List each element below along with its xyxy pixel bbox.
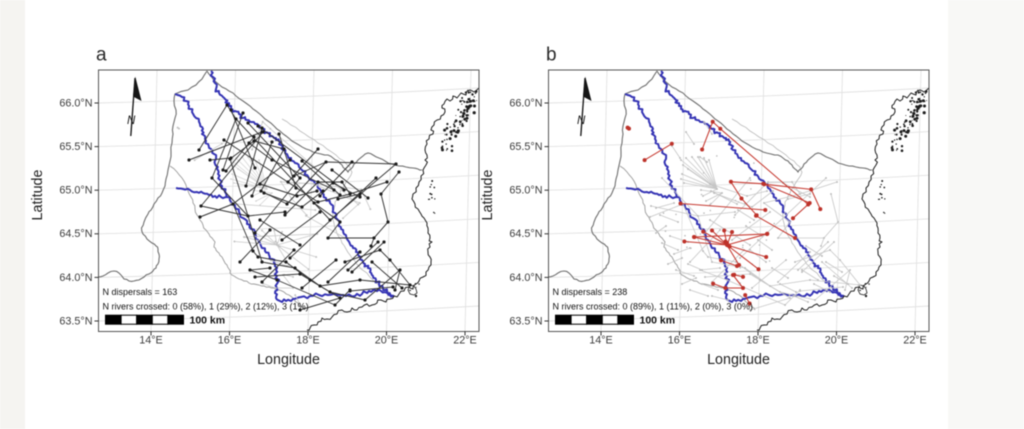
svg-text:65.0°N: 65.0°N [59,185,92,197]
svg-text:63.5°N: 63.5°N [509,315,542,327]
svg-text:14°E: 14°E [589,335,613,347]
svg-text:Latitude: Latitude [30,170,46,221]
svg-text:64.5°N: 64.5°N [509,228,542,240]
svg-text:16°E: 16°E [668,335,692,347]
svg-text:Longitude: Longitude [257,352,320,368]
svg-text:64.5°N: 64.5°N [59,228,92,240]
svg-text:20°E: 20°E [825,335,849,347]
svg-text:Latitude: Latitude [480,170,496,221]
svg-text:16°E: 16°E [218,335,242,347]
svg-text:100 km: 100 km [640,315,676,327]
svg-text:20°E: 20°E [375,335,399,347]
svg-text:14°E: 14°E [139,335,163,347]
svg-text:18°E: 18°E [746,335,770,347]
svg-text:22°E: 22°E [453,335,477,347]
svg-text:65.5°N: 65.5°N [59,141,92,153]
svg-text:64.0°N: 64.0°N [509,272,542,284]
svg-text:N dispersals = 238: N dispersals = 238 [553,287,628,297]
svg-text:18°E: 18°E [296,335,320,347]
svg-text:a: a [96,45,107,66]
svg-text:63.5°N: 63.5°N [59,315,92,327]
svg-text:66.0°N: 66.0°N [59,97,92,109]
svg-text:Longitude: Longitude [707,352,770,368]
svg-text:100 km: 100 km [190,315,226,327]
svg-text:64.0°N: 64.0°N [59,272,92,284]
svg-text:N rivers crossed: 0 (89%), 1 (: N rivers crossed: 0 (89%), 1 (11%), 2 (0… [553,302,753,312]
svg-text:65.0°N: 65.0°N [509,185,542,197]
svg-text:66.0°N: 66.0°N [509,97,542,109]
svg-text:N dispersals = 163: N dispersals = 163 [103,287,178,297]
svg-text:b: b [546,45,557,66]
svg-text:65.5°N: 65.5°N [509,141,542,153]
svg-text:N rivers crossed: 0 (58%), 1 (: N rivers crossed: 0 (58%), 1 (29%), 2 (1… [103,302,309,312]
svg-text:N: N [127,115,136,127]
svg-text:N: N [577,115,586,127]
svg-text:22°E: 22°E [903,335,927,347]
